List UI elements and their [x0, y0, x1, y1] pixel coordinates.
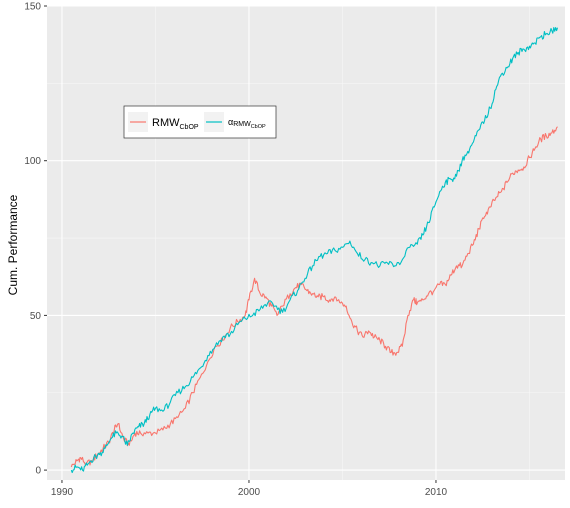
legend-label-alpha-subsub: CbOP: [251, 124, 266, 130]
x-tick-label: 1990: [51, 487, 74, 498]
plot-panel: [47, 6, 565, 480]
legend-label-alpha-main: α: [228, 117, 233, 127]
x-tick-label: 2010: [425, 487, 448, 498]
legend-label-alpha-rmw-cbop: αRMWCbOP: [228, 117, 266, 130]
y-axis-title: Cum. Performance: [6, 194, 20, 295]
legend-label-rmw-main: RMW: [152, 117, 180, 129]
series-lines: [70, 27, 559, 474]
x-tick-label: 2000: [238, 487, 261, 498]
major-gridlines: [47, 5, 565, 480]
y-tick-label: 0: [35, 466, 41, 477]
y-tick-label: 100: [24, 156, 41, 167]
axes: 1990 2000 2010 0 50 100 150: [24, 2, 447, 499]
minor-gridlines: [47, 6, 565, 480]
series-line-1: [70, 126, 558, 468]
y-tick-label: 150: [24, 2, 41, 13]
series-line-2: [70, 27, 559, 474]
legend-label-alpha-sub: RMW: [233, 121, 251, 128]
legend-label-rmw-sub: CbOP: [180, 124, 199, 131]
y-tick-label: 50: [30, 311, 42, 322]
legend-label-rmw-cbop: RMWCbOP: [152, 117, 199, 131]
legend: RMWCbOP αRMWCbOP: [123, 105, 277, 139]
legend-box: [123, 105, 277, 139]
